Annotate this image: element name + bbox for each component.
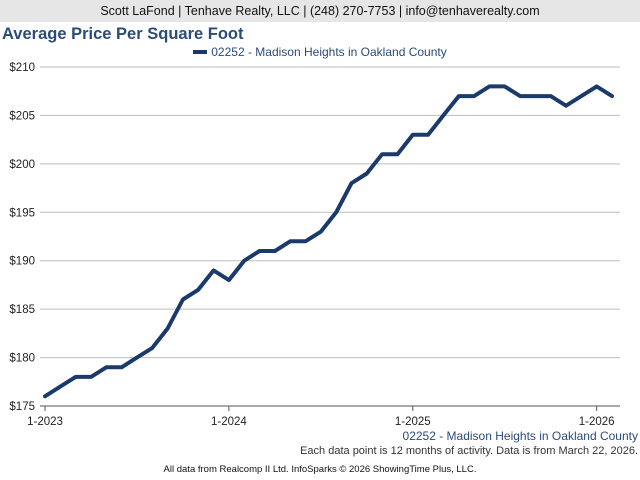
x-tick-label: 1-2026 [579, 416, 615, 428]
series-line [43, 84, 614, 399]
x-axis-subtitle: 02252 - Madison Heights in Oakland Count… [402, 429, 638, 443]
y-tick-label: $210 [9, 62, 35, 74]
legend-label: 02252 - Madison Heights in Oakland Count… [211, 45, 447, 59]
data-note: Each data point is 12 months of activity… [300, 445, 638, 457]
y-tick-label: $180 [9, 353, 35, 365]
y-tick-label: $205 [9, 110, 35, 122]
chart-title: Average Price Per Square Foot [2, 25, 244, 43]
footer-credit: All data from Realcomp II Ltd. InfoSpark… [163, 464, 477, 475]
y-tick-label: $185 [9, 304, 35, 316]
x-tick-label: 1-2023 [27, 416, 63, 428]
x-tick-label: 1-2025 [395, 416, 431, 428]
chart-legend: 02252 - Madison Heights in Oakland Count… [0, 45, 640, 59]
y-tick-label: $195 [9, 207, 35, 219]
contact-line: Scott LaFond | Tenhave Realty, LLC | (24… [100, 4, 540, 18]
y-tick-label: $190 [9, 256, 35, 268]
contact-header: Scott LaFond | Tenhave Realty, LLC | (24… [0, 0, 640, 22]
legend-swatch [193, 49, 208, 54]
y-tick-label: $175 [9, 401, 35, 413]
y-tick-label: $200 [9, 159, 35, 171]
x-tick-label: 1-2024 [211, 416, 247, 428]
